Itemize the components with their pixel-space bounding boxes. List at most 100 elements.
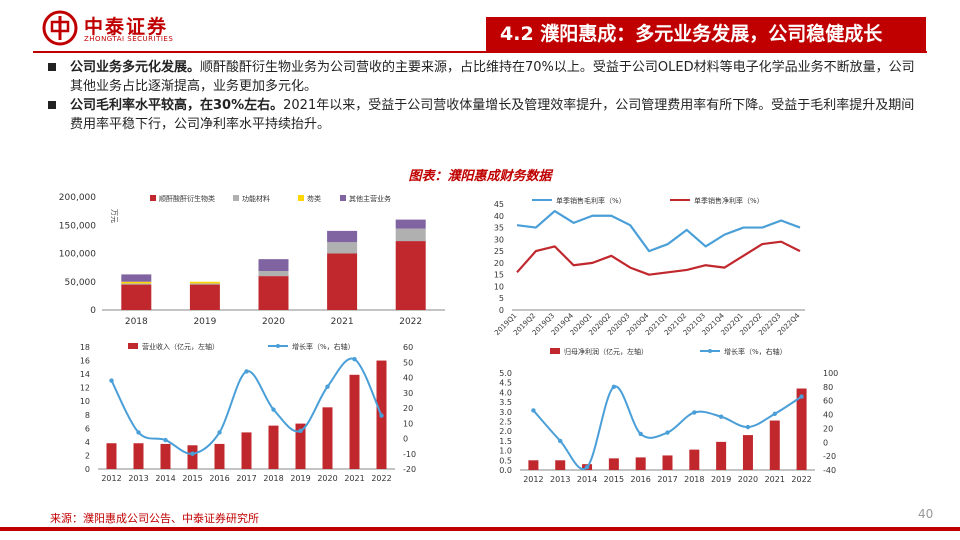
- growth-point: [638, 431, 643, 437]
- legend-label: 功能材料: [242, 194, 270, 203]
- bullet-square-icon: [48, 63, 56, 71]
- growth-point: [244, 369, 249, 374]
- left-y-tick-label: 3.5: [499, 398, 512, 407]
- x-tick-label: 2012: [523, 475, 543, 484]
- series-line: [516, 240, 801, 276]
- growth-point: [584, 465, 590, 470]
- y-tick-label: 35: [494, 224, 504, 233]
- y-tick-label: 5: [499, 294, 504, 303]
- left-y-tick-label: 18: [80, 343, 90, 352]
- y-tick-label: 40: [494, 212, 504, 221]
- bar-segment: [327, 242, 358, 254]
- left-y-tick-label: 2.5: [499, 418, 512, 427]
- growth-point: [217, 430, 222, 435]
- legend-label: 顺酐酸酐衍生物类: [159, 194, 215, 203]
- y-tick-label: 10: [494, 282, 504, 291]
- bar-segment: [327, 230, 358, 243]
- bar: [635, 457, 646, 470]
- growth-point: [799, 394, 804, 399]
- bar: [295, 423, 306, 469]
- x-tick-label: 2021: [765, 475, 785, 484]
- bullet-list: 公司业务多元化发展。顺酐酸酐衍生物业务为公司营收的主要来源，占比维持在70%以上…: [48, 58, 918, 134]
- left-y-tick-label: 10: [80, 397, 90, 406]
- margin-line-chart: 0510152025303540452019Q12019Q22019Q32019…: [493, 196, 805, 337]
- y-tick-label: 0: [90, 306, 96, 316]
- x-tick-label: 2019: [711, 475, 731, 484]
- bar: [214, 443, 225, 469]
- x-tick-label: 2022: [399, 317, 422, 327]
- x-tick-label: 2018: [263, 474, 283, 483]
- header-divider: [33, 51, 927, 53]
- y-tick-label: 20: [494, 259, 504, 268]
- x-tick-label: 2013: [550, 475, 570, 484]
- y-tick-label: 15: [494, 271, 504, 280]
- right-y-tick-label: -10: [403, 450, 416, 459]
- right-y-tick-label: 0: [823, 438, 828, 447]
- bar: [322, 407, 333, 469]
- bar-segment: [258, 271, 289, 277]
- legend-label: 增长率（%，右轴）: [292, 342, 355, 351]
- legend-swatch: [128, 343, 138, 349]
- right-y-tick-label: -20: [403, 465, 416, 474]
- x-tick-label: 2018: [125, 317, 148, 327]
- bar-segment: [121, 281, 152, 284]
- right-y-tick-label: 20: [823, 424, 833, 433]
- revenue-composition-chart: 0 50,000 100,000 150,000 200,000 万元 2018 2019 20…: [59, 193, 445, 327]
- bar-segment: [327, 253, 358, 310]
- growth-point: [136, 430, 141, 435]
- left-y-tick-label: 0.0: [499, 466, 512, 475]
- bar-segment: [258, 276, 289, 310]
- x-tick-label: 2019: [290, 474, 310, 483]
- left-y-tick-label: 4.0: [499, 388, 512, 397]
- legend-label: 单季销售净利率（%）: [694, 196, 764, 205]
- bar-segment: [189, 283, 220, 285]
- bar-segment: [258, 259, 289, 272]
- bar-segment: [189, 284, 220, 310]
- bar: [742, 435, 753, 470]
- legend-label: 芴类: [307, 194, 321, 203]
- x-tick-label: 2022: [371, 474, 391, 483]
- x-tick-label: 2020: [738, 475, 758, 484]
- legend-swatch: [150, 195, 156, 201]
- x-tick-label: 2022: [791, 475, 811, 484]
- bar: [160, 443, 171, 469]
- y-tick-label: 0: [499, 306, 504, 315]
- bullet-text: 顺酐酸酐衍生物业务为公司营收的主要来源，占比维持在70%以上。受益于公司OLED…: [70, 60, 915, 94]
- left-y-tick-label: 8: [85, 411, 90, 420]
- bullet-bold: 公司毛利率水平较高，在30%左右。: [70, 98, 284, 113]
- right-y-tick-label: 20: [403, 404, 413, 413]
- x-tick-label: 2015: [182, 474, 202, 483]
- x-tick-label: 2017: [236, 474, 256, 483]
- bar-segment: [121, 283, 152, 285]
- bar: [608, 458, 619, 470]
- legend-swatch: [550, 348, 560, 354]
- right-y-tick-label: 60: [823, 397, 833, 406]
- right-y-tick-label: 40: [403, 374, 413, 383]
- right-y-tick-label: 100: [823, 369, 838, 378]
- bar: [133, 443, 144, 469]
- right-y-tick-label: -40: [823, 466, 836, 475]
- y-tick-label: 30: [494, 235, 504, 244]
- x-tick-label: 2021: [331, 317, 354, 327]
- legend-swatch: [340, 195, 346, 201]
- bar: [106, 443, 117, 469]
- growth-point: [558, 438, 563, 444]
- legend-label: 归母净利润（亿元，左轴）: [564, 347, 648, 356]
- bar-segment: [395, 228, 426, 242]
- x-tick-label: 2020: [317, 474, 337, 483]
- section-title: 4.2 濮阳惠成：多元业务发展，公司稳健成长: [486, 17, 926, 51]
- left-y-tick-label: 0: [85, 465, 90, 474]
- growth-point: [718, 414, 724, 419]
- growth-point: [163, 437, 168, 443]
- right-y-tick-label: -20: [823, 452, 836, 461]
- y-tick-label: 200,000: [59, 193, 96, 203]
- growth-point: [109, 378, 114, 383]
- bullet-text: 2021年以来，受益于公司营收体量增长及管理效率提升，公司管理费用率有所下降。受…: [70, 98, 915, 132]
- x-tick-label: 2016: [631, 475, 651, 484]
- figure-title: 图表：濮阳惠成财务数据: [408, 169, 552, 184]
- right-y-tick-label: 0: [403, 435, 408, 444]
- y-tick-label: 45: [494, 200, 504, 209]
- x-tick-label: 2021: [344, 474, 364, 483]
- growth-point: [271, 407, 276, 412]
- growth-point: [745, 424, 751, 430]
